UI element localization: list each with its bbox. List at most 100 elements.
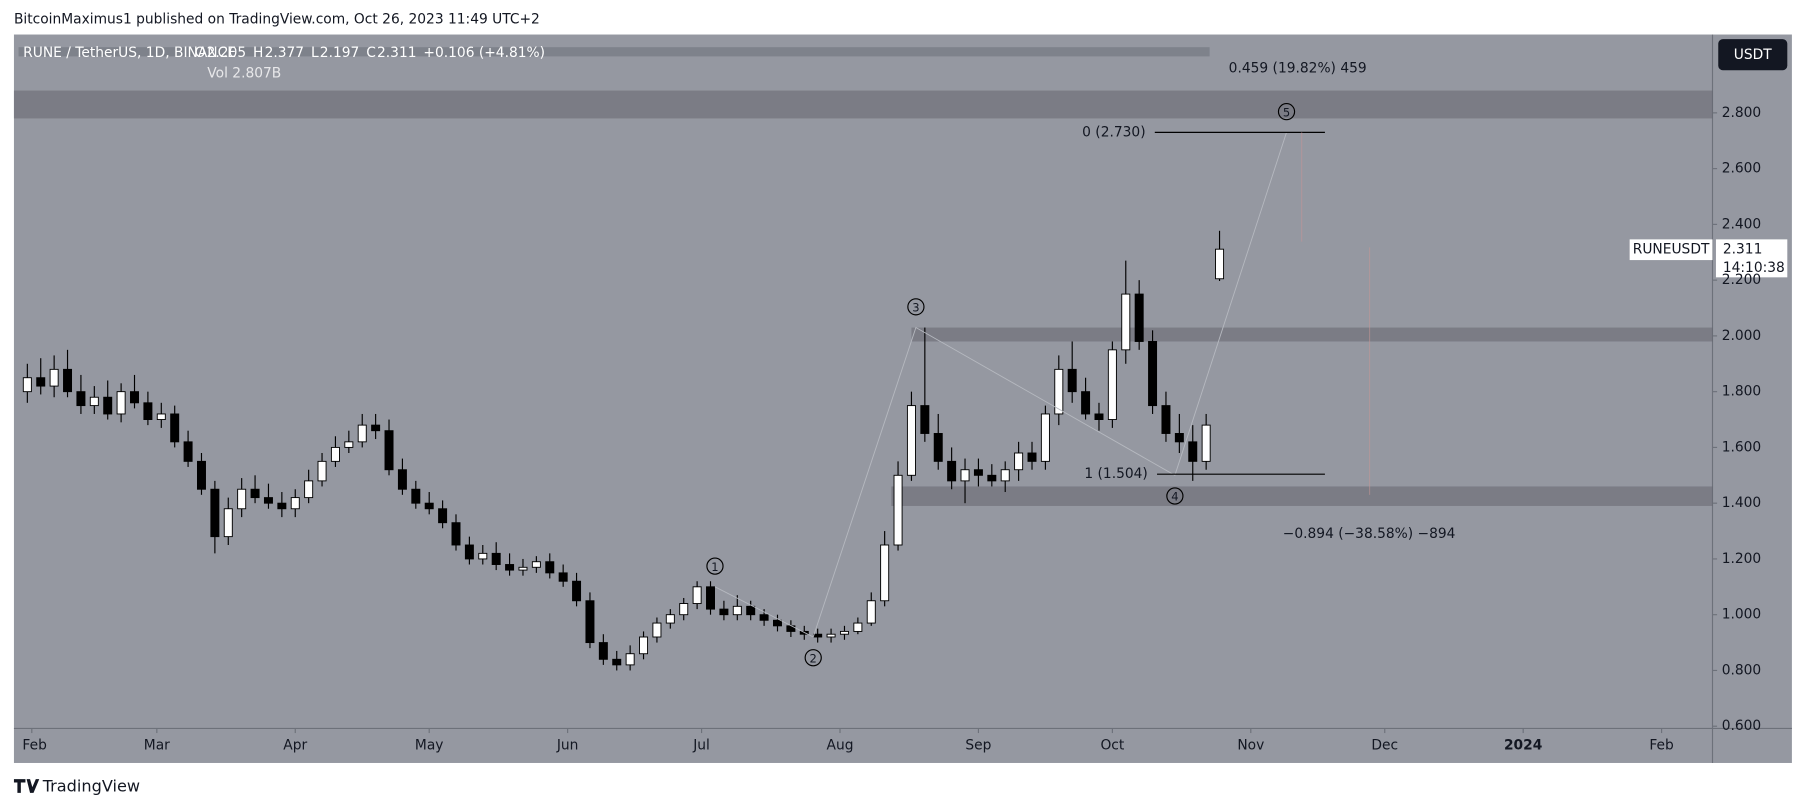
zone — [891, 486, 1713, 506]
candle-body — [987, 474, 997, 482]
y-tick-label: 0.600 — [1722, 718, 1761, 734]
candle-body — [384, 430, 394, 471]
candle-body — [277, 502, 287, 510]
candle-body — [1107, 349, 1117, 421]
wave-line — [714, 132, 1287, 638]
candle-body — [813, 633, 823, 638]
x-tick-label: 2024 — [1504, 738, 1542, 754]
currency[interactable]: USDT — [1734, 47, 1772, 63]
candle-body — [237, 488, 247, 510]
y-tick-label: 0.800 — [1722, 662, 1761, 678]
candle-body — [89, 396, 99, 407]
candle-body — [263, 497, 273, 504]
candle-body — [397, 469, 407, 490]
candle-body — [545, 561, 555, 574]
candle-body — [1174, 433, 1184, 443]
candle-body — [424, 502, 434, 510]
candle-body — [773, 619, 782, 627]
wave-label: 1 — [711, 560, 718, 574]
candle-body — [1081, 391, 1091, 415]
y-tick-label: 2.600 — [1722, 161, 1761, 177]
candle-body — [1040, 413, 1050, 462]
y-tick-label: 2.200 — [1722, 272, 1761, 288]
wave-label: 5 — [1283, 105, 1290, 119]
y-tick-label: 1.600 — [1722, 439, 1761, 455]
x-tick-label: Sep — [965, 738, 991, 754]
candle-body — [531, 561, 541, 568]
candle-body — [290, 497, 300, 510]
ohlc-label: C — [366, 45, 376, 61]
ohlc-label: H — [253, 45, 263, 61]
candle-body — [1121, 293, 1131, 351]
candle-body — [143, 402, 153, 421]
wave-label: 2 — [810, 651, 817, 665]
candle-body — [558, 572, 568, 582]
y-tick-label: 1.800 — [1722, 384, 1761, 400]
candle-body — [759, 614, 769, 621]
candle-body — [478, 552, 488, 560]
candle-body — [156, 413, 166, 421]
candle-body — [1027, 452, 1037, 462]
candle-body — [665, 614, 675, 624]
measure-label: −0.894 (−38.58%) −894 — [1283, 526, 1456, 542]
candle-body — [933, 433, 943, 462]
candle-body — [572, 580, 582, 602]
candle-body — [464, 544, 474, 560]
volume: Vol 2.807B — [207, 66, 281, 82]
wave-marker — [1166, 487, 1184, 505]
candle-body — [130, 391, 139, 404]
candle-body — [692, 586, 702, 605]
candle-body — [973, 469, 983, 476]
y-tick-label: 1.400 — [1722, 495, 1761, 511]
symbol: RUNE / TetherUS, 1D, BINANCE — [23, 45, 236, 61]
candle-body — [1054, 368, 1064, 415]
candle-body — [1134, 293, 1144, 342]
ohlc-label: L — [311, 45, 319, 61]
candle-body — [304, 480, 314, 499]
currency-button[interactable] — [1718, 39, 1788, 71]
candle-body — [746, 605, 756, 616]
candle-body — [639, 636, 649, 655]
candle-body — [947, 460, 957, 482]
x-tick-label: Mar — [144, 738, 170, 754]
chart-panel — [13, 34, 1792, 763]
candle-body — [411, 488, 421, 504]
legend-strip — [18, 47, 1210, 57]
fib-label: 1 (1.504) — [1084, 466, 1147, 482]
candle-body — [1148, 341, 1158, 407]
candle-body — [505, 564, 515, 571]
brand: TradingView — [42, 777, 140, 796]
candle-body — [76, 391, 86, 407]
candle-body — [1094, 413, 1104, 421]
candle-body — [1188, 441, 1198, 462]
candle-body — [344, 441, 354, 448]
x-tick-label: Feb — [1649, 738, 1673, 754]
wave-marker — [804, 649, 822, 667]
candle-body — [357, 424, 367, 443]
candle-body — [960, 469, 970, 482]
candle-body — [598, 642, 608, 660]
candle-body — [893, 474, 903, 546]
candle-body — [223, 508, 233, 538]
candle-body — [103, 396, 113, 415]
candle-body — [1161, 405, 1171, 434]
countdown: 14:10:38 — [1723, 260, 1785, 276]
ticker-box — [1629, 239, 1713, 261]
candle-body — [612, 658, 622, 666]
candle-body — [317, 460, 327, 482]
wave-label: 3 — [912, 300, 919, 314]
x-tick-label: Jul — [692, 738, 710, 754]
y-tick-label: 2.400 — [1722, 216, 1761, 232]
brand-logo — [13, 779, 40, 793]
candle-body — [652, 622, 662, 638]
candle-body — [210, 488, 220, 538]
candle-body — [732, 605, 742, 616]
fib-label: 0 (2.730) — [1082, 124, 1145, 140]
candle-body — [880, 544, 890, 602]
candle-body — [518, 566, 528, 571]
candle-body — [679, 603, 689, 616]
ohlc-label: 2.377 — [265, 45, 305, 61]
candle-body — [1215, 248, 1225, 280]
